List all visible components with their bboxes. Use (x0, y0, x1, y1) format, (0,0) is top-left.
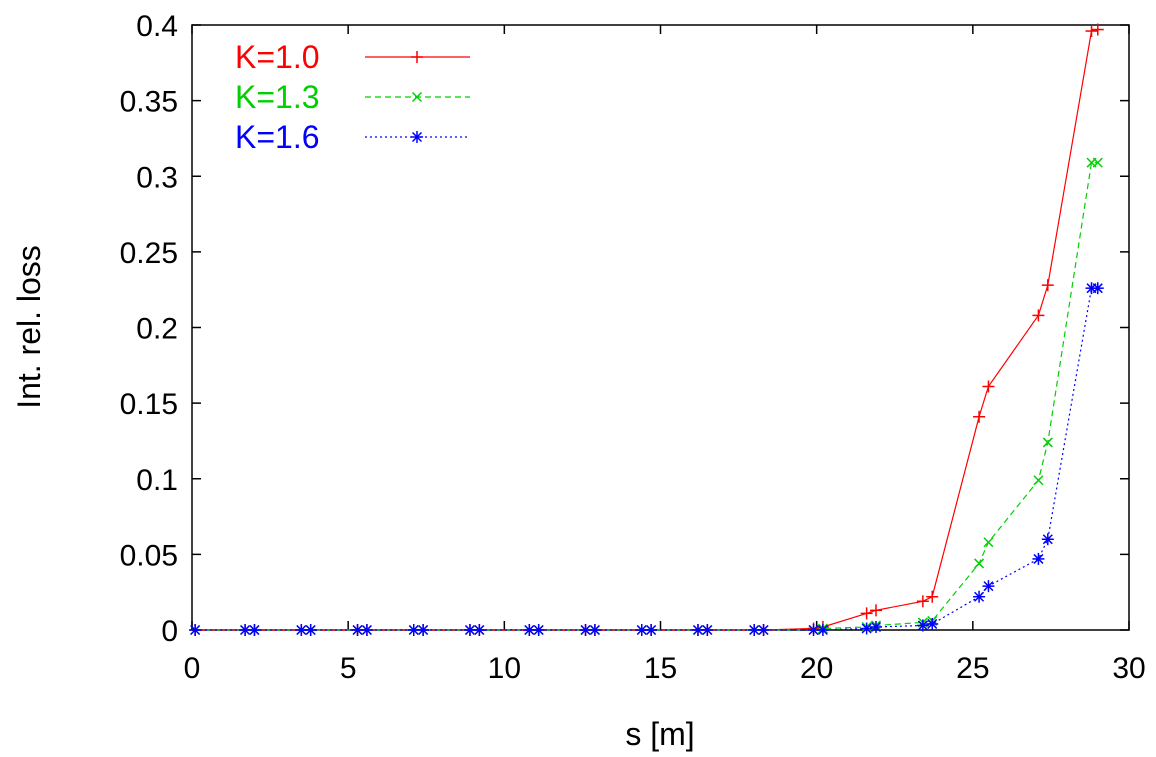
series-layer (189, 23, 1104, 636)
data-point (816, 624, 829, 636)
legend-label: K=1.6 (235, 119, 320, 155)
data-point (1041, 533, 1054, 546)
x-tick-label: 10 (488, 652, 521, 685)
y-tick-label: 0.35 (120, 86, 178, 119)
data-point (982, 580, 995, 593)
data-point (860, 607, 873, 620)
data-point (239, 624, 252, 636)
data-point (1032, 552, 1045, 565)
y-axis-label: Int. rel. loss (11, 245, 47, 409)
data-point (1033, 475, 1044, 486)
legend-item: K=1.0 (235, 39, 470, 75)
data-point (926, 590, 939, 603)
legend-marker (411, 51, 423, 63)
x-axis-label: s [m] (625, 716, 694, 752)
legend: K=1.0 K=1.3 K=1.6 (235, 39, 470, 155)
legend-label: K=1.0 (235, 39, 320, 75)
data-point (983, 537, 994, 548)
y-tick-label: 0.1 (136, 464, 178, 497)
legend-label: K=1.3 (235, 79, 320, 115)
x-tick-label: 0 (184, 652, 201, 685)
y-tick-label: 0.05 (120, 539, 178, 572)
data-point (870, 604, 883, 617)
x-tick-label: 5 (340, 652, 357, 685)
y-tick-label: 0.4 (136, 10, 178, 43)
data-point (1041, 279, 1054, 292)
x-tick-label: 20 (800, 652, 833, 685)
data-point (1042, 437, 1053, 448)
data-point (1091, 282, 1104, 295)
x-tick-label: 15 (644, 652, 677, 685)
data-point (407, 624, 420, 636)
series-K=1.6 (189, 282, 1104, 636)
data-point (473, 624, 486, 636)
data-point (360, 624, 373, 636)
legend-item: K=1.3 (235, 79, 470, 115)
data-point (645, 624, 658, 636)
data-point (588, 624, 601, 636)
legend-marker (411, 131, 423, 143)
data-point (248, 624, 261, 636)
data-point (1032, 309, 1045, 322)
data-point (1085, 25, 1098, 38)
series-line (195, 287, 1098, 631)
y-tick-label: 0.3 (136, 161, 178, 194)
data-point (982, 380, 995, 393)
y-tick-label: 0 (161, 615, 178, 648)
axis-ticks: 0 5 10 15 20 25 30 0 0.05 0.1 0.15 0.2 0.25 0.3 0.35 0.… (120, 10, 1146, 685)
data-point (701, 624, 714, 636)
legend-marker (411, 91, 423, 103)
series-K=1.3 (190, 157, 1103, 636)
data-point (757, 624, 770, 636)
series-line (195, 162, 1098, 631)
data-point (417, 624, 430, 636)
data-point (870, 620, 883, 633)
data-point (974, 558, 985, 569)
plot-frame (191, 24, 1130, 631)
data-point (916, 619, 929, 632)
x-tick-label: 30 (1112, 652, 1145, 685)
y-tick-label: 0.2 (136, 313, 178, 346)
series-K=1.0 (189, 23, 1104, 636)
x-tick-label: 25 (956, 652, 989, 685)
data-point (1091, 23, 1104, 36)
data-point (304, 624, 317, 636)
data-point (635, 624, 648, 636)
data-point (189, 624, 202, 636)
y-tick-label: 0.25 (120, 237, 178, 270)
data-point (916, 595, 929, 608)
legend-item: K=1.6 (235, 119, 470, 155)
data-point (860, 622, 873, 635)
data-point (1092, 157, 1103, 168)
y-tick-label: 0.15 (120, 388, 178, 421)
series-line (195, 28, 1098, 631)
data-point (973, 590, 986, 603)
data-point (532, 624, 545, 636)
data-point (926, 617, 939, 630)
data-point (973, 410, 986, 423)
